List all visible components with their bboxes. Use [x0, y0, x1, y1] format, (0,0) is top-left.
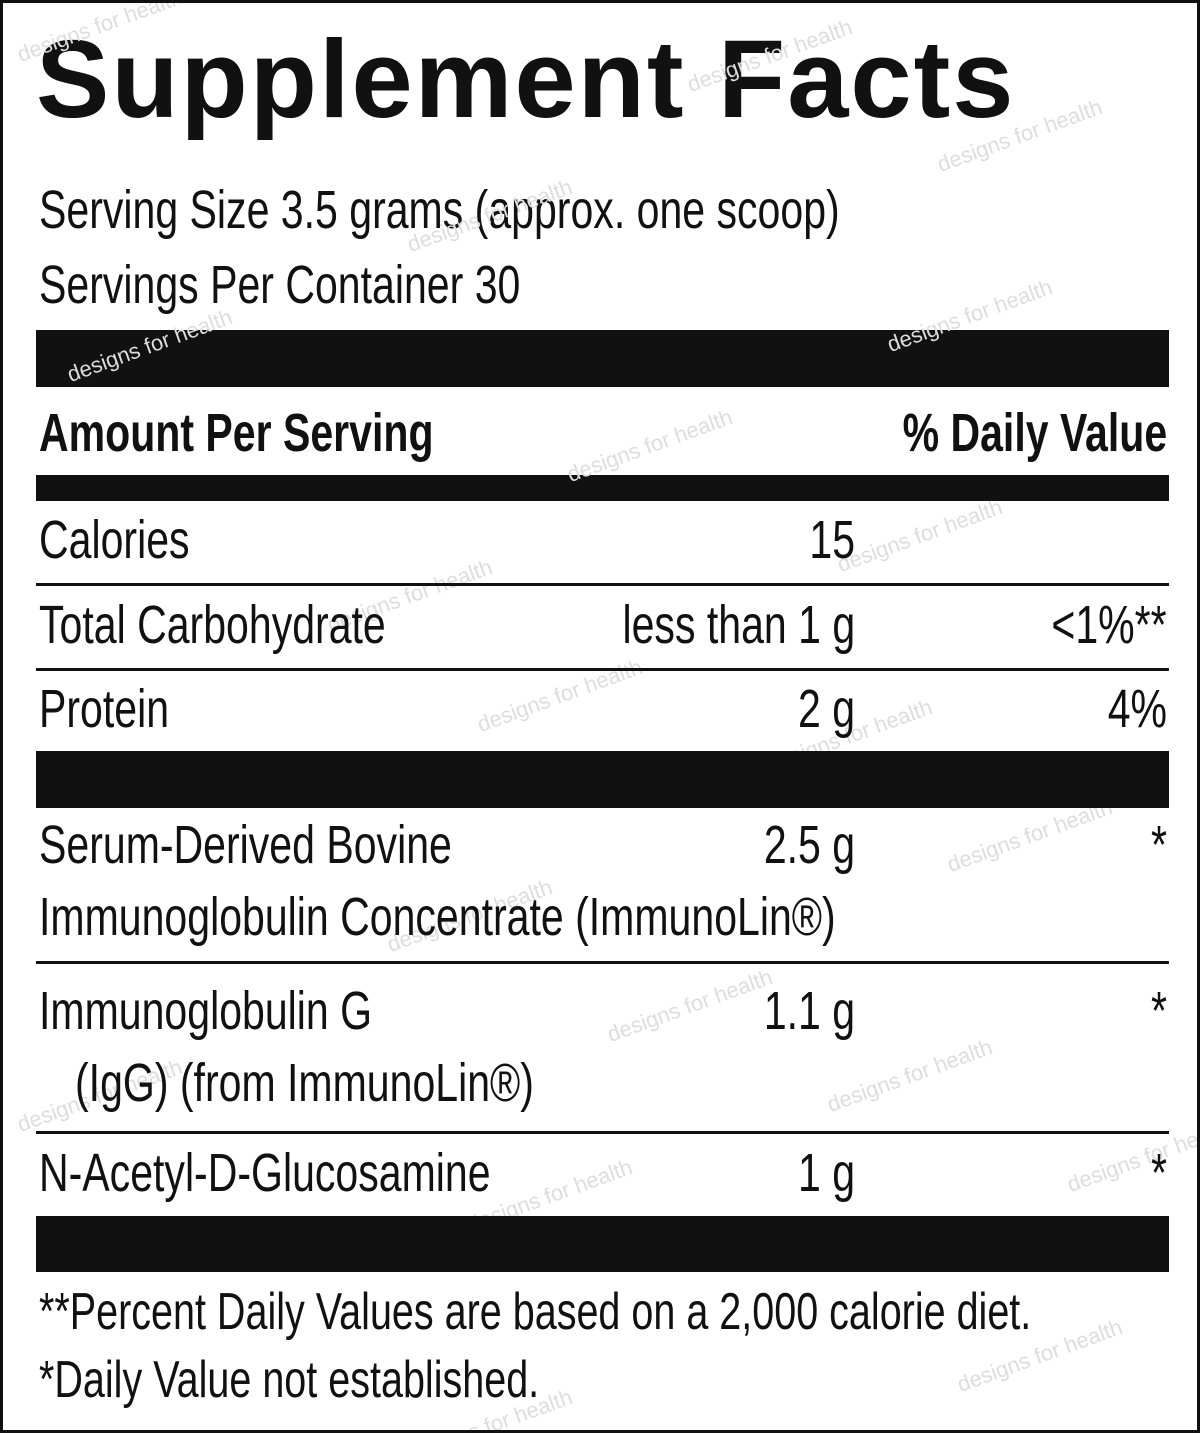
header-amount: Amount Per Serving [39, 403, 434, 463]
title: Supplement Facts [36, 18, 1016, 141]
daily-value: <1%** [1051, 595, 1167, 655]
nutrient-name: Calories [39, 510, 190, 570]
footnote: **Percent Daily Values are based on a 2,… [39, 1283, 1032, 1341]
watermark: designs for health [603, 964, 776, 1047]
thick-bar [36, 751, 1169, 808]
thick-bar [36, 330, 1169, 387]
footnote: *Daily Value not established. [39, 1351, 540, 1409]
amount: 2.5 g [763, 815, 855, 875]
daily-value: * [1151, 815, 1167, 875]
nutrient-name: Protein [39, 679, 170, 739]
serving-size: Serving Size 3.5 grams (approx. one scoo… [39, 180, 840, 240]
amount: less than 1 g [622, 595, 855, 655]
header-daily-value: % Daily Value [902, 403, 1167, 463]
amount: 2 g [797, 679, 855, 739]
amount: 1.1 g [763, 981, 855, 1041]
nutrient-name: Serum-Derived Bovine [39, 815, 452, 875]
amount: 1 g [797, 1143, 855, 1203]
daily-value: * [1151, 1143, 1167, 1203]
divider [36, 1131, 1169, 1134]
nutrient-name: Immunoglobulin Concentrate (ImmunoLin®) [39, 887, 836, 947]
nutrient-name: (IgG) (from ImmunoLin®) [75, 1053, 534, 1113]
divider [36, 583, 1169, 586]
thick-bar [36, 1216, 1169, 1272]
watermark: designs for health [473, 654, 646, 737]
divider [36, 668, 1169, 671]
daily-value: 4% [1107, 679, 1167, 739]
nutrient-name: Immunoglobulin G [39, 981, 373, 1041]
servings-per-container: Servings Per Container 30 [39, 255, 521, 315]
daily-value: * [1151, 981, 1167, 1041]
nutrient-name: Total Carbohydrate [39, 595, 386, 655]
watermark: designs for health [823, 1034, 996, 1117]
nutrient-name: N-Acetyl-D-Glucosamine [39, 1143, 491, 1203]
amount: 15 [809, 510, 855, 570]
watermark: designs for health [1063, 1114, 1200, 1197]
divider [36, 961, 1169, 964]
watermark: designs for health [833, 494, 1006, 577]
thick-bar [36, 475, 1169, 501]
